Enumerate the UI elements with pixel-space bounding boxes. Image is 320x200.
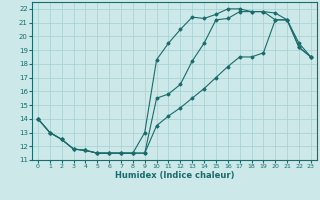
X-axis label: Humidex (Indice chaleur): Humidex (Indice chaleur) [115, 171, 234, 180]
